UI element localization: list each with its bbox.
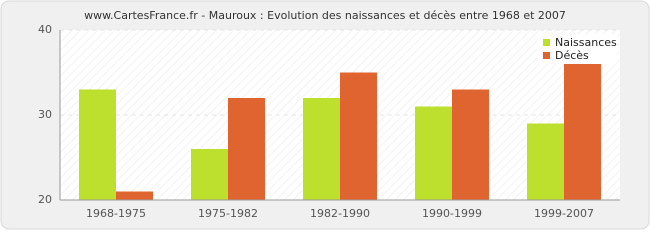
x-tick-label: 1982-1990 — [310, 207, 370, 220]
y-tick-label: 30 — [38, 108, 52, 121]
bar — [415, 106, 452, 200]
x-tick-label: 1990-1999 — [422, 207, 482, 220]
bar — [191, 149, 228, 200]
legend-label: Décès — [555, 49, 589, 62]
bar — [564, 64, 601, 200]
bar — [340, 72, 377, 200]
bar — [303, 98, 340, 200]
bar — [116, 191, 153, 200]
x-tick-label: 1968-1975 — [86, 207, 146, 220]
x-tick-label: 1999-2007 — [534, 207, 594, 220]
y-tick-label: 20 — [38, 193, 52, 206]
chart: www.CartesFrance.fr - Mauroux : Evolutio… — [0, 0, 650, 230]
x-tick-label: 1975-1982 — [198, 207, 258, 220]
chart-title: www.CartesFrance.fr - Mauroux : Evolutio… — [84, 9, 566, 22]
bar — [79, 89, 116, 200]
legend-box — [537, 34, 617, 64]
legend-swatch — [543, 52, 550, 59]
legend-swatch — [543, 39, 550, 46]
bar — [452, 89, 489, 200]
bar — [228, 98, 265, 200]
bar — [527, 123, 564, 200]
y-tick-label: 40 — [38, 23, 52, 36]
legend-label: Naissances — [555, 36, 617, 49]
